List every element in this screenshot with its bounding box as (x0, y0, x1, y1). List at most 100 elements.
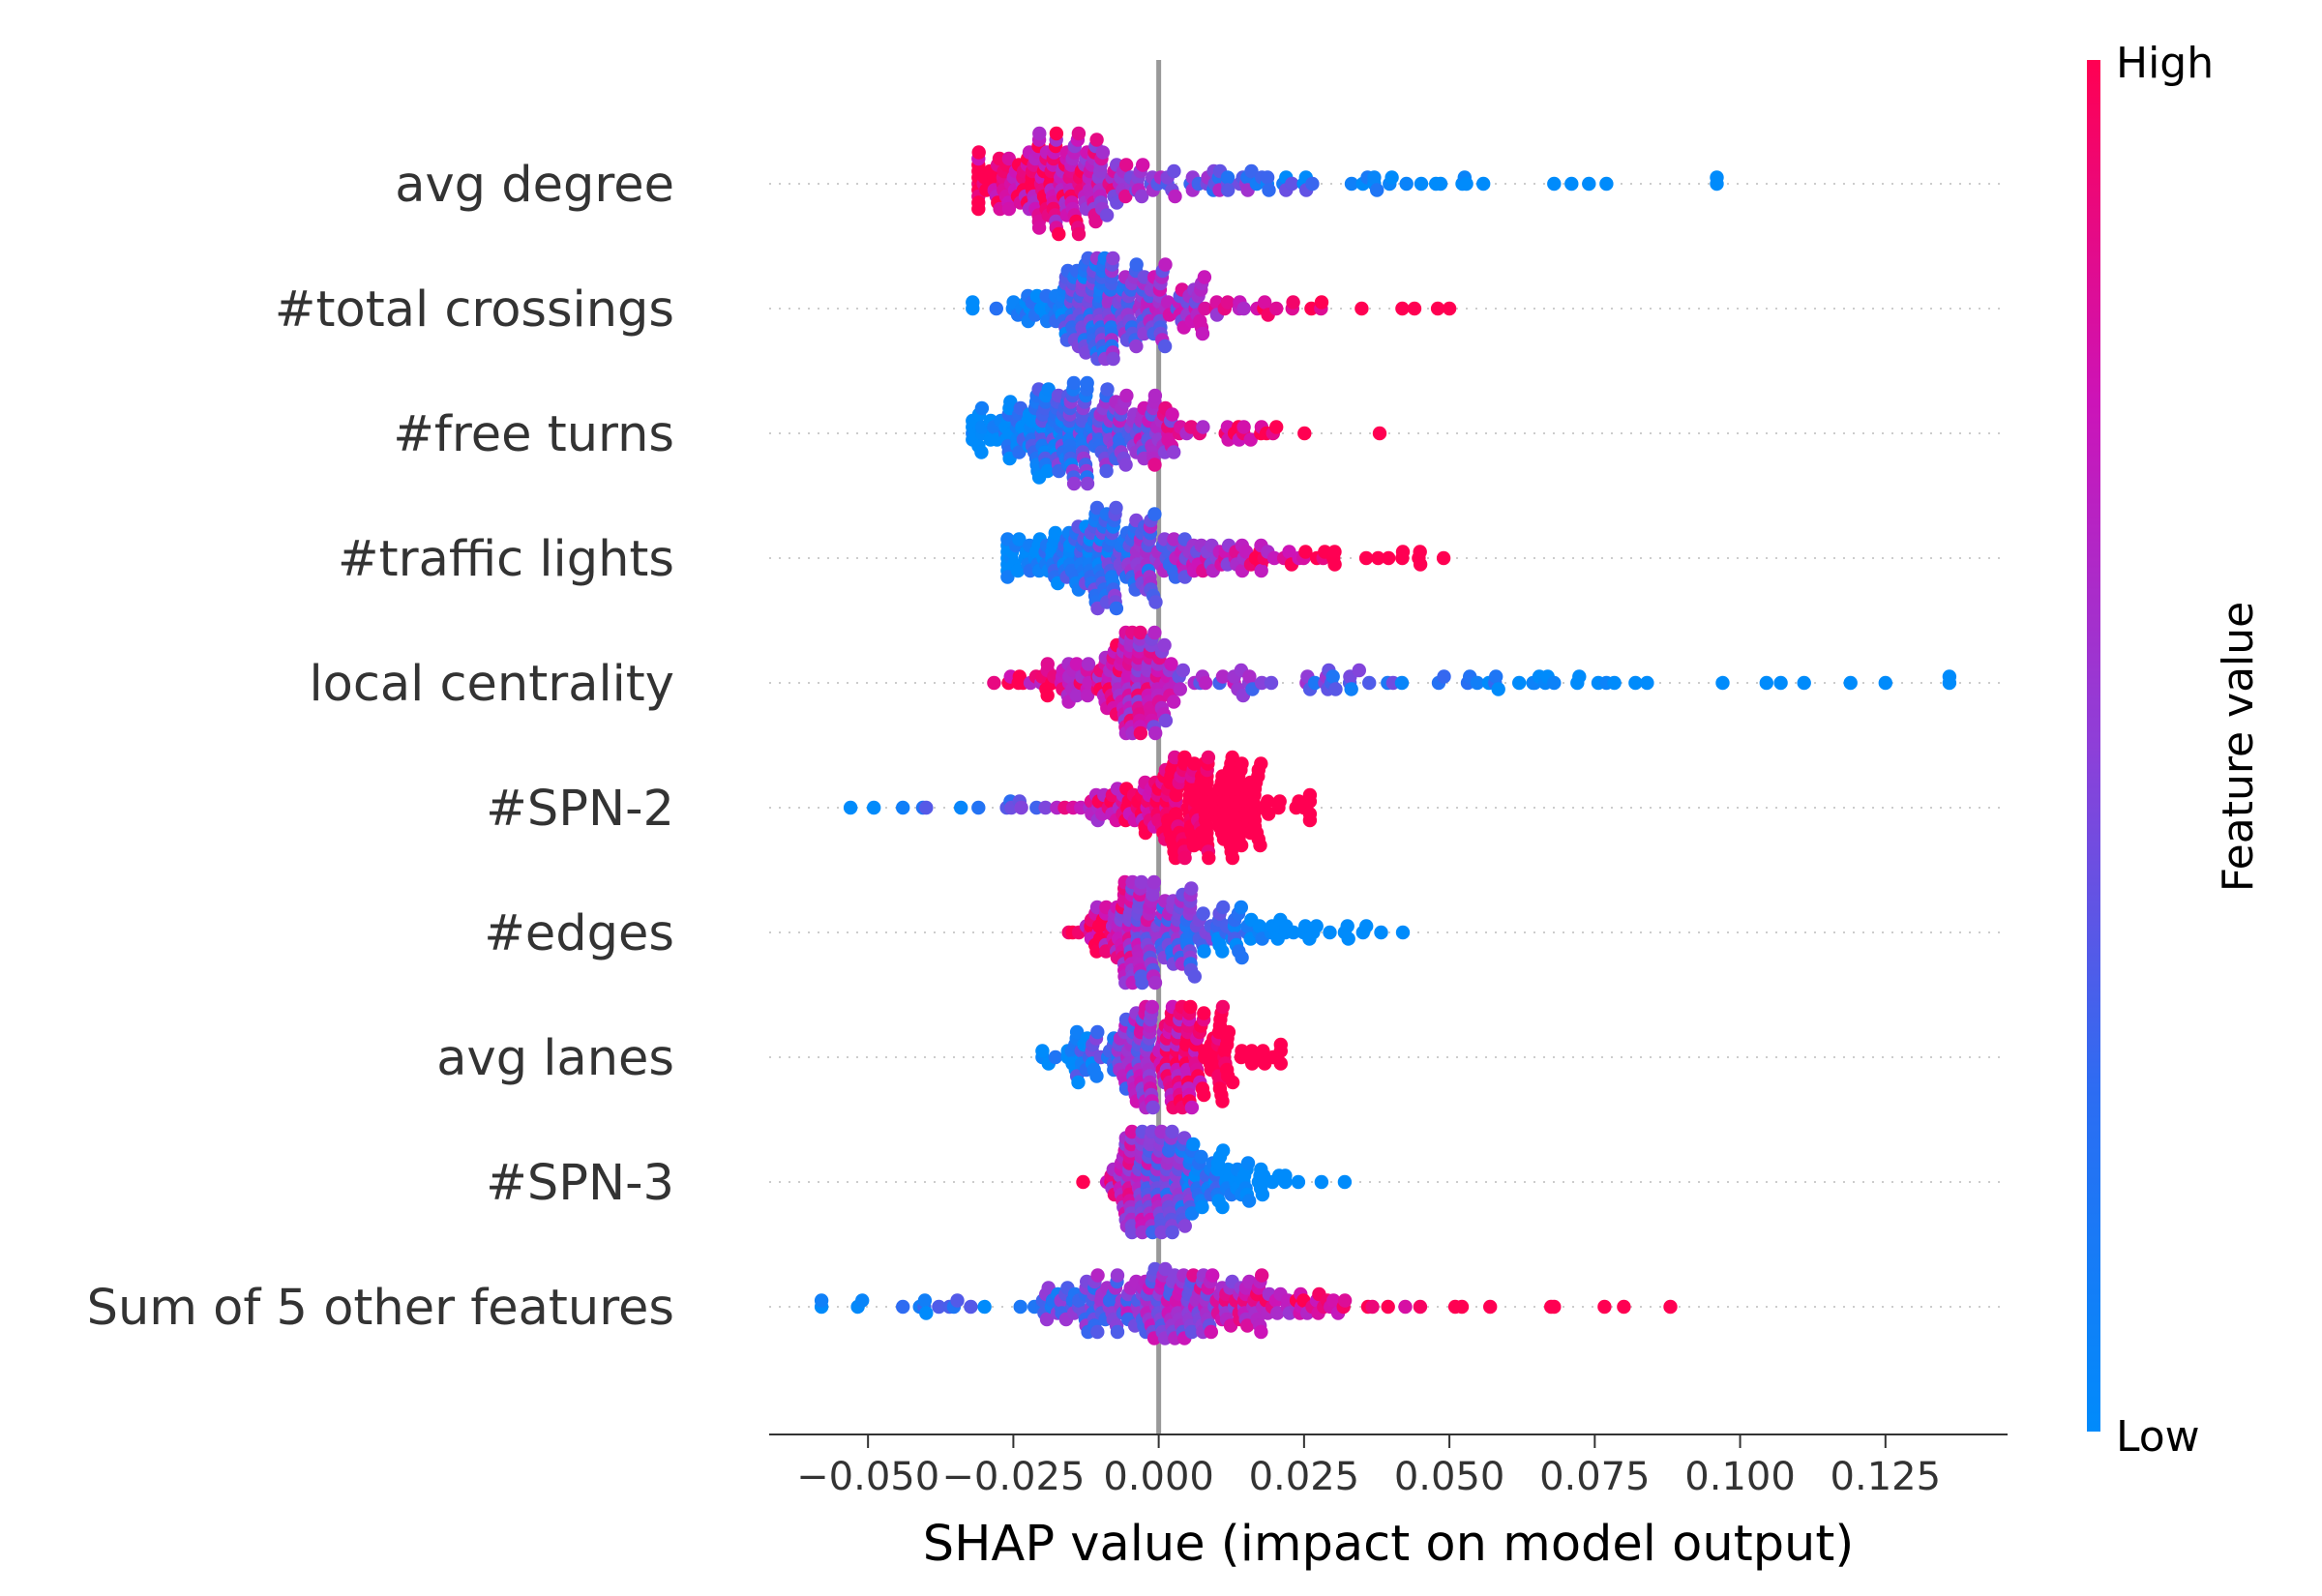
shap-point (1384, 170, 1399, 185)
shap-point (1286, 295, 1300, 310)
shap-point (1413, 1299, 1428, 1315)
shap-point (1147, 458, 1162, 472)
shap-point (1000, 570, 1015, 584)
shap-point (1337, 1293, 1353, 1308)
shap-point (1382, 550, 1396, 566)
feature-label: avg degree (395, 157, 674, 214)
shap-point (1344, 176, 1359, 192)
shap-point (1048, 1049, 1063, 1065)
shap-point (1176, 663, 1191, 678)
shap-point (1100, 382, 1115, 397)
shap-point (1564, 176, 1579, 192)
shap-point (1165, 1225, 1179, 1240)
shap-point (1242, 669, 1257, 684)
shap-point (1414, 176, 1429, 192)
shap-point (1413, 557, 1428, 572)
shap-point (1314, 295, 1329, 310)
x-axis: −0.050 −0.025 0.000 0.025 0.050 0.075 0.100 0.1… (769, 1433, 2008, 1499)
colorbar-high-label: High (2116, 39, 2214, 88)
shap-point (1080, 476, 1095, 491)
shap-point (987, 675, 1001, 691)
shap-point (974, 400, 990, 416)
shap-point (1381, 1299, 1395, 1315)
shap-point (1264, 675, 1279, 691)
feature-label: #SPN-3 (486, 1155, 674, 1212)
shap-point (1269, 301, 1284, 316)
shap-point (1442, 301, 1457, 316)
shap-point (971, 800, 986, 815)
feature-label: #edges (484, 905, 674, 962)
shap-point (919, 800, 934, 815)
shap-point (1099, 208, 1115, 222)
shap-point (919, 1306, 934, 1320)
shap-point (1135, 975, 1149, 990)
shap-point (1298, 545, 1313, 559)
shap-point (1148, 725, 1163, 741)
shap-point (1225, 850, 1240, 866)
shap-point (1110, 1324, 1125, 1340)
shap-point (1374, 925, 1388, 940)
shap-point (1370, 183, 1384, 197)
x-axis-ticks: −0.050 −0.025 0.000 0.025 0.050 0.075 0.100 0.1… (796, 1434, 1941, 1499)
shap-point (1582, 176, 1596, 192)
shap-point (1278, 1168, 1293, 1183)
colorbar-low-label: Low (2116, 1412, 2200, 1462)
shap-point (1031, 221, 1047, 235)
shap-point (1106, 251, 1120, 266)
shap-point (1304, 301, 1319, 316)
x-tick-label: 0.000 (1103, 1455, 1214, 1499)
shap-point (855, 1293, 870, 1308)
x-tick-label: 0.050 (1394, 1455, 1505, 1499)
shap-point (1394, 675, 1410, 691)
shap-point (1236, 301, 1251, 316)
shap-point (1109, 601, 1124, 616)
shap-point (1307, 675, 1323, 691)
shap-point (1066, 375, 1082, 391)
shap-point (1184, 1100, 1200, 1115)
shap-point (1167, 445, 1181, 459)
shap-point (1145, 999, 1160, 1015)
shap-point (1430, 301, 1445, 316)
shap-point (896, 800, 910, 815)
shap-point (1177, 850, 1192, 866)
shap-point (1195, 1199, 1209, 1215)
shap-point (1041, 382, 1056, 397)
shap-point (1547, 1299, 1562, 1315)
shap-point (1266, 550, 1282, 566)
shap-point (989, 301, 1003, 316)
shap-point (1254, 756, 1268, 771)
x-axis-title: SHAP value (impact on model output) (923, 1516, 1855, 1573)
shap-point (1367, 170, 1382, 185)
shap-point (1372, 426, 1387, 441)
shap-point (1109, 500, 1123, 516)
shap-point (1090, 1324, 1105, 1340)
shap-point (917, 1293, 933, 1308)
x-tick-label: −0.025 (941, 1455, 1085, 1499)
shap-point (1110, 1268, 1125, 1283)
shap-point (1327, 545, 1342, 559)
shap-point (1253, 838, 1267, 853)
shap-point (1080, 688, 1095, 703)
shap-point (1256, 1044, 1270, 1058)
shap-point (1204, 1324, 1219, 1340)
shap-point (1291, 1174, 1306, 1190)
shap-point (1489, 669, 1503, 684)
shap-point (1071, 1075, 1086, 1090)
shap-point (1454, 1299, 1470, 1315)
x-tick-label: −0.050 (796, 1455, 939, 1499)
x-tick-label: 0.025 (1249, 1455, 1360, 1499)
shap-point (1216, 900, 1231, 915)
shap-point (1081, 657, 1096, 671)
shap-point (1483, 1299, 1498, 1315)
shap-point (1547, 176, 1562, 192)
shap-point (1413, 545, 1427, 559)
shap-point (1147, 975, 1163, 990)
shap-point (1196, 906, 1210, 921)
shap-point (1197, 944, 1211, 959)
shap-point (1198, 301, 1212, 316)
shap-point (1088, 214, 1103, 229)
shap-point (1147, 388, 1163, 403)
shap-point (1001, 151, 1017, 166)
feature-labels: avg degree #total crossings #free turns #tr… (87, 157, 674, 1337)
feature-label: #SPN-2 (486, 781, 674, 838)
